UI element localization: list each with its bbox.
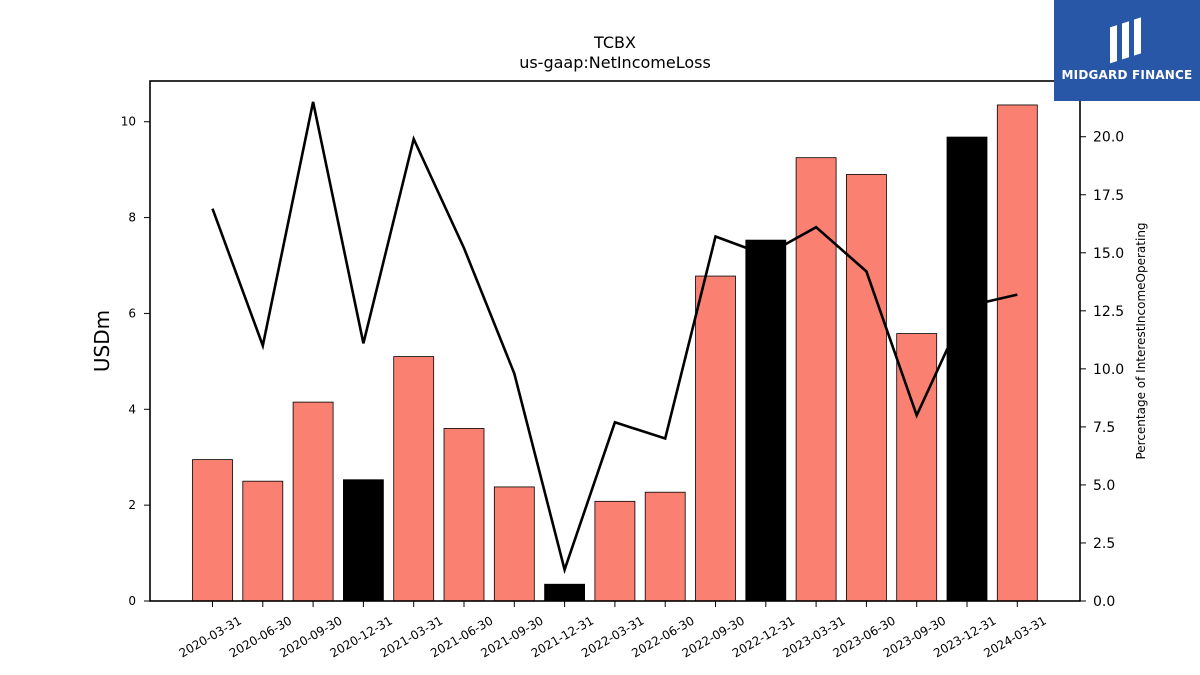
y-tick-label: 8 xyxy=(128,211,136,225)
line-layer xyxy=(211,101,1018,575)
y2-tick-label: 2.5 xyxy=(1093,536,1115,552)
y2-axis-label: Percentage of InterestIncomeOperating xyxy=(1134,222,1148,459)
bar xyxy=(493,486,535,602)
y-axis-label: USDm xyxy=(90,310,114,372)
y-tick-label: 10 xyxy=(121,115,136,129)
y-tick-label: 4 xyxy=(128,402,136,416)
bar xyxy=(342,479,384,602)
bar xyxy=(695,275,736,602)
bar xyxy=(946,136,988,602)
bar xyxy=(594,500,636,602)
y-tick-label: 6 xyxy=(128,306,136,320)
logo-text: MIDGARD FINANCE xyxy=(1061,68,1193,82)
bar xyxy=(242,480,284,602)
chart-subtitle: us-gaap:NetIncomeLoss xyxy=(519,53,711,72)
y2-tick-label: 7.5 xyxy=(1093,420,1115,436)
y2-tick-label: 12.5 xyxy=(1093,304,1124,320)
y2-axis: 0.0 2.5 5.0 7.5 10.0 12.5 15.0 17.5 20.0 xyxy=(1080,130,1124,610)
y-axis: 0 2 4 6 8 10 xyxy=(121,115,150,608)
bar xyxy=(996,104,1038,602)
bar xyxy=(544,583,585,602)
bar xyxy=(795,157,837,602)
y2-tick-label: 0.0 xyxy=(1093,594,1115,610)
logo-mark-icon xyxy=(1110,17,1141,64)
bars-layer xyxy=(192,104,1038,602)
y2-tick-label: 5.0 xyxy=(1093,478,1115,494)
bar xyxy=(192,459,233,602)
bar xyxy=(443,428,485,602)
bar xyxy=(846,174,887,602)
bar xyxy=(393,356,435,602)
bar xyxy=(644,491,686,602)
chart-title: TCBX xyxy=(593,33,636,52)
y-tick-label: 2 xyxy=(128,498,136,512)
y2-tick-label: 20.0 xyxy=(1093,130,1124,146)
y-tick-label: 0 xyxy=(128,594,136,608)
y2-tick-label: 17.5 xyxy=(1093,188,1124,204)
y2-tick-label: 15.0 xyxy=(1093,246,1124,262)
brand-logo: MIDGARD FINANCE xyxy=(1054,0,1200,101)
bar xyxy=(745,239,787,602)
bar xyxy=(292,401,334,602)
x-axis: 2020-03-312020-06-302020-09-302020-12-31… xyxy=(177,601,1049,660)
line-series xyxy=(211,101,1018,575)
y2-tick-label: 10.0 xyxy=(1093,362,1124,378)
